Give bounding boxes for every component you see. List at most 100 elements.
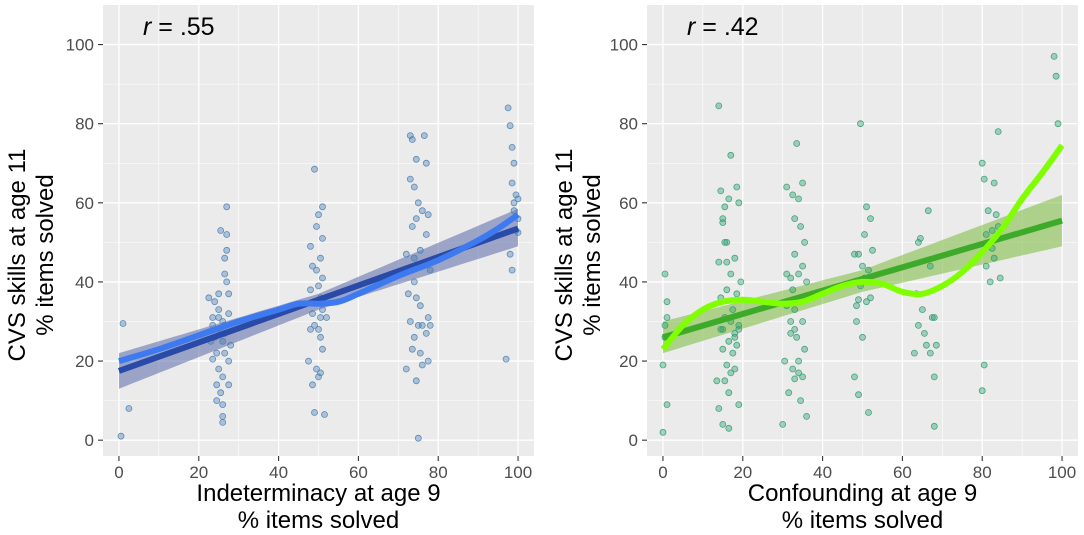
data-point xyxy=(215,290,223,298)
data-point xyxy=(307,325,314,333)
data-point xyxy=(502,355,510,363)
data-point xyxy=(663,298,671,306)
data-point xyxy=(508,266,516,274)
data-point xyxy=(791,306,799,314)
data-point xyxy=(795,369,802,377)
data-point xyxy=(787,318,795,325)
data-point xyxy=(319,345,326,353)
y-tick-label: 100 xyxy=(610,36,638,55)
correlation-annotation: r = .42 xyxy=(687,13,759,41)
data-point xyxy=(659,361,667,369)
x-tick-label: 40 xyxy=(269,463,288,482)
data-point xyxy=(311,165,318,173)
data-point xyxy=(510,159,518,167)
data-point xyxy=(307,242,314,250)
data-point xyxy=(791,250,799,258)
y-axis-title: % items solved xyxy=(579,174,606,335)
data-point xyxy=(783,270,791,278)
data-point xyxy=(996,274,1004,282)
data-point xyxy=(713,377,721,385)
data-point xyxy=(717,325,725,333)
data-point xyxy=(213,381,221,389)
y-axis-ticks: 0 20 40 60 80 100 xyxy=(66,36,103,450)
data-point xyxy=(219,337,227,345)
data-point xyxy=(408,223,416,230)
correlation-value: = .55 xyxy=(151,13,214,41)
data-point xyxy=(410,183,418,191)
data-point xyxy=(424,357,432,365)
data-point xyxy=(719,215,727,223)
x-tick-label: 100 xyxy=(504,463,532,482)
data-point xyxy=(723,238,731,246)
data-point xyxy=(994,128,1002,136)
data-point xyxy=(799,262,806,270)
data-point xyxy=(408,136,416,143)
data-point xyxy=(915,238,922,246)
y-tick-label: 80 xyxy=(619,115,638,134)
data-point xyxy=(317,333,324,341)
data-point xyxy=(426,266,434,274)
data-point xyxy=(719,420,727,428)
data-point xyxy=(795,270,802,278)
data-point xyxy=(418,321,426,329)
data-point xyxy=(313,266,320,274)
loess-fit-curve xyxy=(118,212,520,364)
data-point xyxy=(855,250,862,258)
x-tick-label: 60 xyxy=(893,463,912,482)
data-point xyxy=(217,389,225,397)
confidence-band xyxy=(663,194,1062,354)
data-point xyxy=(723,286,731,294)
data-point xyxy=(117,432,125,440)
data-point xyxy=(506,250,514,258)
data-point xyxy=(980,361,988,369)
data-point xyxy=(980,175,988,183)
data-point xyxy=(795,195,802,203)
data-point xyxy=(414,199,422,207)
data-point xyxy=(215,314,223,321)
data-point xyxy=(225,357,233,365)
data-point xyxy=(321,411,328,418)
data-point xyxy=(923,341,930,349)
data-point xyxy=(721,377,729,385)
y-axis-title: CVS skills at age 11 xyxy=(4,149,31,362)
y-tick-label: 20 xyxy=(619,352,638,371)
data-point xyxy=(797,397,804,405)
data-point xyxy=(319,274,326,282)
data-point xyxy=(211,298,219,306)
data-point xyxy=(225,310,233,318)
data-point xyxy=(789,365,797,373)
data-point xyxy=(221,254,229,262)
data-point xyxy=(221,270,229,278)
y-tick-label: 40 xyxy=(75,273,94,292)
data-point xyxy=(504,104,512,112)
data-point xyxy=(412,294,420,302)
data-point xyxy=(990,254,998,262)
data-point xyxy=(719,345,727,353)
data-point xyxy=(125,405,133,412)
data-point xyxy=(867,215,874,223)
data-point xyxy=(221,349,229,357)
y-tick-label: 100 xyxy=(66,36,94,55)
data-point xyxy=(205,294,213,302)
data-point xyxy=(727,151,735,159)
data-point xyxy=(213,349,221,357)
data-point xyxy=(719,325,727,333)
data-point xyxy=(733,341,741,349)
data-point xyxy=(659,428,667,436)
data-point xyxy=(227,341,235,349)
data-point xyxy=(424,211,432,219)
data-point xyxy=(791,215,799,223)
data-point xyxy=(930,422,938,430)
data-point xyxy=(781,357,789,365)
data-point xyxy=(990,179,998,187)
data-point xyxy=(982,262,990,270)
data-point xyxy=(863,203,870,211)
data-point xyxy=(727,270,735,278)
y-axis-title: CVS skills at age 11 xyxy=(551,149,578,362)
minor-gridlines xyxy=(103,5,534,456)
data-point xyxy=(307,286,314,294)
data-point xyxy=(209,355,217,363)
data-point xyxy=(733,183,741,191)
data-point xyxy=(717,187,725,195)
data-point xyxy=(859,333,866,341)
